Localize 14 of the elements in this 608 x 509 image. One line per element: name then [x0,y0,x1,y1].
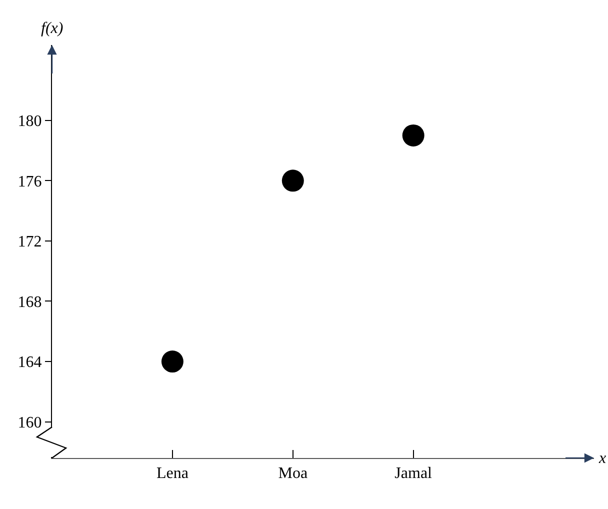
y-tick-label: 180 [18,112,42,130]
y-tick-label: 168 [18,294,42,311]
point [161,350,184,373]
point [402,124,424,146]
y-axis-title: f(x) [41,20,64,37]
y-tick-label: 172 [18,234,42,251]
y-tick-label: 160 [18,414,42,432]
x-tick-label: Lena [156,465,188,482]
x-tick-label: Moa [278,465,308,482]
point [282,170,304,192]
y-tick-label: 176 [18,173,42,190]
y-tick-label: 164 [18,354,42,372]
text: x [598,450,606,467]
x-tick-label: Jamal [394,465,433,482]
